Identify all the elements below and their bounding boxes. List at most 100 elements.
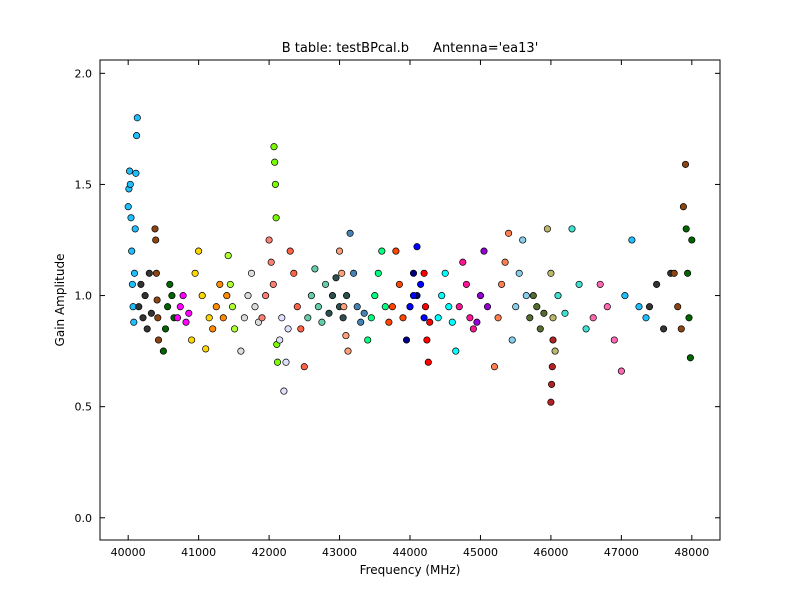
data-point	[347, 230, 353, 236]
data-point	[133, 170, 139, 176]
data-point	[129, 281, 135, 287]
data-point	[678, 326, 684, 332]
data-point	[169, 292, 175, 298]
data-point	[435, 315, 441, 321]
data-point	[513, 304, 519, 310]
data-point	[460, 259, 466, 265]
data-point	[131, 319, 137, 325]
y-tick-label: 0.0	[75, 512, 93, 525]
data-point	[186, 310, 192, 316]
data-point	[231, 326, 237, 332]
data-point	[213, 304, 219, 310]
data-point	[520, 237, 526, 243]
data-point	[629, 237, 635, 243]
data-point	[192, 270, 198, 276]
data-point	[622, 292, 628, 298]
data-point	[424, 337, 430, 343]
data-point	[140, 315, 146, 321]
data-point	[653, 281, 659, 287]
data-point	[505, 230, 511, 236]
data-point	[548, 399, 554, 405]
data-point	[272, 181, 278, 187]
data-point	[133, 132, 139, 138]
data-point	[439, 292, 445, 298]
data-point	[636, 304, 642, 310]
data-point	[576, 281, 582, 287]
data-point	[298, 326, 304, 332]
data-point	[583, 326, 589, 332]
data-point	[225, 252, 231, 258]
data-point	[339, 270, 345, 276]
data-point	[238, 348, 244, 354]
data-point	[315, 304, 321, 310]
data-point	[273, 215, 279, 221]
x-tick-label: 45000	[463, 546, 498, 559]
data-point	[153, 270, 159, 276]
data-point	[128, 215, 134, 221]
data-point	[354, 304, 360, 310]
data-point	[127, 181, 133, 187]
data-point	[248, 270, 254, 276]
data-point	[142, 292, 148, 298]
data-point	[421, 315, 427, 321]
data-point	[319, 319, 325, 325]
data-point	[396, 281, 402, 287]
data-point	[277, 337, 283, 343]
data-point	[498, 281, 504, 287]
data-point	[279, 315, 285, 321]
data-point	[206, 315, 212, 321]
data-point	[477, 292, 483, 298]
data-point	[562, 310, 568, 316]
data-point	[154, 297, 160, 303]
data-point	[425, 359, 431, 365]
data-point	[180, 292, 186, 298]
data-point	[555, 292, 561, 298]
data-point	[262, 292, 268, 298]
data-point	[162, 326, 168, 332]
data-point	[491, 364, 497, 370]
data-point	[343, 332, 349, 338]
data-point	[152, 226, 158, 232]
data-point	[345, 348, 351, 354]
data-point	[456, 304, 462, 310]
data-point	[266, 237, 272, 243]
data-point	[126, 168, 132, 174]
data-point	[481, 248, 487, 254]
data-point	[241, 315, 247, 321]
chart-subtitle: Antenna='ea13'	[433, 41, 538, 56]
data-point	[153, 237, 159, 243]
data-point	[379, 248, 385, 254]
x-tick-label: 46000	[533, 546, 568, 559]
y-tick-label: 2.0	[75, 67, 93, 80]
data-point	[453, 348, 459, 354]
data-point	[495, 315, 501, 321]
data-point	[660, 326, 666, 332]
data-point	[274, 359, 280, 365]
data-point	[210, 326, 216, 332]
data-point	[177, 304, 183, 310]
data-point	[442, 270, 448, 276]
data-point	[343, 292, 349, 298]
data-point	[144, 326, 150, 332]
data-point	[134, 115, 140, 121]
data-point	[188, 337, 194, 343]
data-point	[146, 270, 152, 276]
data-point	[463, 281, 469, 287]
data-point	[195, 248, 201, 254]
data-point	[541, 310, 547, 316]
data-point	[333, 275, 339, 281]
data-point	[375, 270, 381, 276]
data-point	[322, 281, 328, 287]
data-point	[287, 248, 293, 254]
data-point	[368, 315, 374, 321]
data-point	[421, 270, 427, 276]
data-point	[671, 270, 677, 276]
data-point	[227, 281, 233, 287]
data-point	[684, 270, 690, 276]
data-point	[417, 281, 423, 287]
data-point	[544, 226, 550, 232]
y-tick-label: 1.0	[75, 290, 93, 303]
data-point	[410, 292, 416, 298]
data-point	[569, 226, 575, 232]
